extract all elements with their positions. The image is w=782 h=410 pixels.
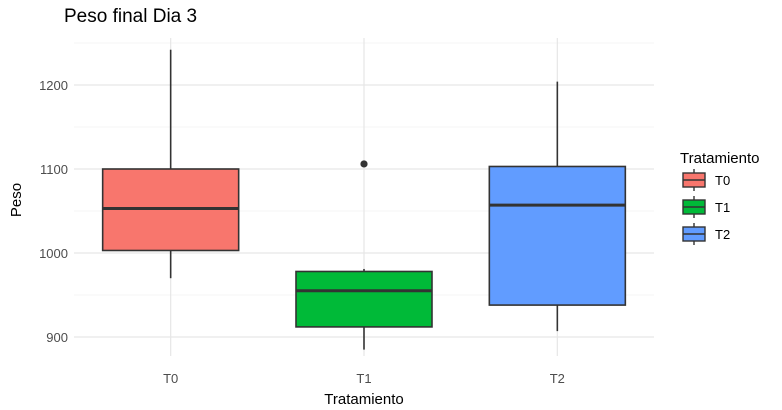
y-tick-label: 1200 bbox=[39, 78, 68, 93]
box-body bbox=[295, 270, 433, 328]
legend: Tratamiento T0 T1 T2 bbox=[680, 150, 759, 245]
legend-item-T1: T1 bbox=[682, 196, 730, 218]
box-T0 bbox=[101, 49, 240, 279]
x-tick-label: T2 bbox=[550, 371, 565, 386]
box-T2 bbox=[488, 81, 627, 332]
legend-label: T1 bbox=[715, 200, 730, 215]
y-tick-label: 1100 bbox=[40, 162, 68, 177]
box-T1 bbox=[295, 160, 433, 350]
legend-title: Tratamiento bbox=[680, 150, 759, 167]
box-layer bbox=[101, 49, 627, 350]
y-tick-label: 900 bbox=[46, 330, 68, 345]
legend-label: T0 bbox=[715, 173, 730, 188]
outlier-point bbox=[360, 160, 368, 168]
x-tick-label: T0 bbox=[163, 371, 178, 386]
box-body bbox=[488, 165, 627, 306]
legend-item-T2: T2 bbox=[682, 223, 730, 245]
x-tick-label: T1 bbox=[356, 371, 371, 386]
y-tick-label: 1000 bbox=[39, 246, 68, 261]
axis-layer: 900 1000 1100 1200 T0 T1 T2 bbox=[39, 78, 565, 386]
y-axis-title: Peso bbox=[8, 183, 25, 217]
chart-title: Peso final Dia 3 bbox=[64, 6, 197, 27]
legend-label: T2 bbox=[715, 227, 730, 242]
x-axis-title: Tratamiento bbox=[324, 391, 403, 408]
legend-item-T0: T0 bbox=[682, 169, 730, 191]
